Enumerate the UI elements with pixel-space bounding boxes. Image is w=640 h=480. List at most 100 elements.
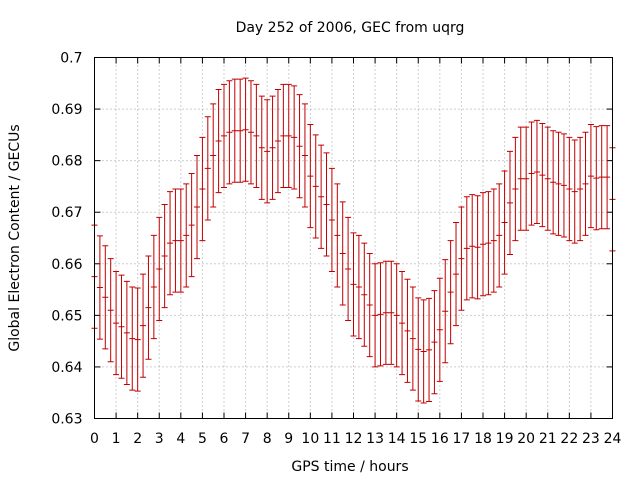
- error-bar: [587, 124, 594, 229]
- error-bar: [355, 234, 362, 340]
- error-bar: [156, 216, 163, 322]
- error-bar: [399, 271, 406, 376]
- chart-title: Day 252 of 2006, GEC from uqrg: [236, 20, 465, 36]
- x-tick-label: 2: [133, 431, 142, 447]
- error-bar: [598, 125, 605, 230]
- error-bar: [199, 136, 206, 242]
- x-tick-label: 11: [323, 431, 341, 447]
- error-bar: [593, 126, 600, 231]
- y-tick-label: 0.64: [51, 360, 82, 376]
- error-bar: [463, 196, 470, 301]
- error-bar: [188, 173, 195, 278]
- error-bar: [372, 263, 379, 368]
- y-axis-ticks: 0.63 0.64 0.65 0.66 0.67 0.68 0.69 0.7: [51, 51, 613, 428]
- error-bar: [140, 273, 147, 378]
- error-bar: [361, 242, 368, 347]
- error-bar: [107, 258, 114, 363]
- x-tick-label: 21: [539, 431, 557, 447]
- error-bar: [102, 245, 109, 350]
- error-bar: [415, 297, 422, 402]
- error-bar: [269, 95, 276, 200]
- error-bar: [582, 131, 589, 236]
- y-tick-label: 0.68: [51, 154, 82, 170]
- error-bar: [388, 260, 395, 365]
- error-bar: [339, 201, 346, 306]
- error-bar: [560, 133, 567, 238]
- error-bar: [150, 234, 157, 340]
- error-bar: [544, 126, 551, 231]
- error-bar: [506, 150, 513, 256]
- error-bar: [496, 183, 503, 288]
- error-bar: [539, 123, 546, 228]
- x-tick-label: 15: [409, 431, 427, 447]
- error-bar: [566, 136, 573, 242]
- x-tick-label: 22: [560, 431, 578, 447]
- error-bar: [404, 278, 411, 383]
- error-bar: [226, 80, 233, 185]
- x-tick-label: 1: [112, 431, 121, 447]
- error-bar: [280, 83, 287, 188]
- error-bar: [442, 259, 449, 364]
- error-bar: [323, 152, 330, 257]
- error-bar: [242, 77, 249, 182]
- x-tick-label: 6: [220, 431, 229, 447]
- error-bar: [258, 95, 265, 200]
- error-bar: [312, 134, 319, 239]
- error-bar: [183, 183, 190, 288]
- error-bar: [291, 85, 298, 190]
- error-bar-group: [91, 77, 616, 404]
- y-axis-label: Global Electron Content / GECUs: [7, 124, 23, 351]
- error-bar: [264, 99, 271, 204]
- error-bar: [447, 240, 454, 345]
- error-bar: [161, 203, 168, 309]
- error-bar: [555, 131, 562, 236]
- x-tick-label: 7: [241, 431, 250, 447]
- error-bar: [204, 116, 211, 221]
- x-tick-label: 4: [176, 431, 185, 447]
- y-tick-label: 0.69: [51, 102, 82, 118]
- error-bar: [474, 195, 481, 300]
- error-bar: [550, 130, 557, 235]
- x-axis-ticks: 0 1 2 3 4 5 6 7 8 9 10 11 12 13 14 15 16 17 18 19 20 21 22 23 24: [90, 57, 622, 447]
- error-bar: [253, 83, 260, 188]
- error-bar: [274, 88, 281, 194]
- error-bar: [177, 188, 184, 293]
- error-bar: [533, 119, 540, 225]
- error-bar: [490, 188, 497, 293]
- error-bar: [517, 126, 524, 231]
- x-tick-label: 14: [388, 431, 406, 447]
- error-bar: [431, 290, 438, 395]
- x-tick-label: 5: [198, 431, 207, 447]
- plot-frame: [94, 57, 613, 419]
- x-tick-label: 24: [604, 431, 622, 447]
- error-bar: [210, 103, 217, 208]
- y-tick-label: 0.65: [51, 308, 82, 324]
- x-tick-label: 3: [155, 431, 164, 447]
- error-bar: [350, 232, 357, 337]
- error-bar: [523, 126, 530, 231]
- error-bar: [409, 286, 416, 391]
- x-tick-label: 8: [263, 431, 272, 447]
- x-tick-label: 18: [474, 431, 492, 447]
- error-bar: [485, 191, 492, 296]
- x-tick-label: 0: [90, 431, 99, 447]
- error-bar: [96, 235, 103, 340]
- error-bar: [118, 274, 125, 379]
- error-bar: [247, 80, 254, 185]
- error-bar: [123, 280, 130, 385]
- error-bar: [167, 191, 174, 296]
- error-bar: [172, 188, 179, 293]
- error-bar: [237, 78, 244, 183]
- error-bar: [469, 194, 476, 299]
- y-tick-label: 0.66: [51, 257, 82, 273]
- error-bar: [296, 94, 303, 199]
- error-bar: [382, 260, 389, 365]
- x-axis-label: GPS time / hours: [291, 459, 408, 475]
- x-tick-label: 16: [431, 431, 449, 447]
- x-tick-label: 23: [582, 431, 600, 447]
- error-bar: [215, 88, 222, 194]
- error-bar: [436, 277, 443, 382]
- error-bar: [231, 78, 238, 183]
- x-tick-label: 13: [366, 431, 384, 447]
